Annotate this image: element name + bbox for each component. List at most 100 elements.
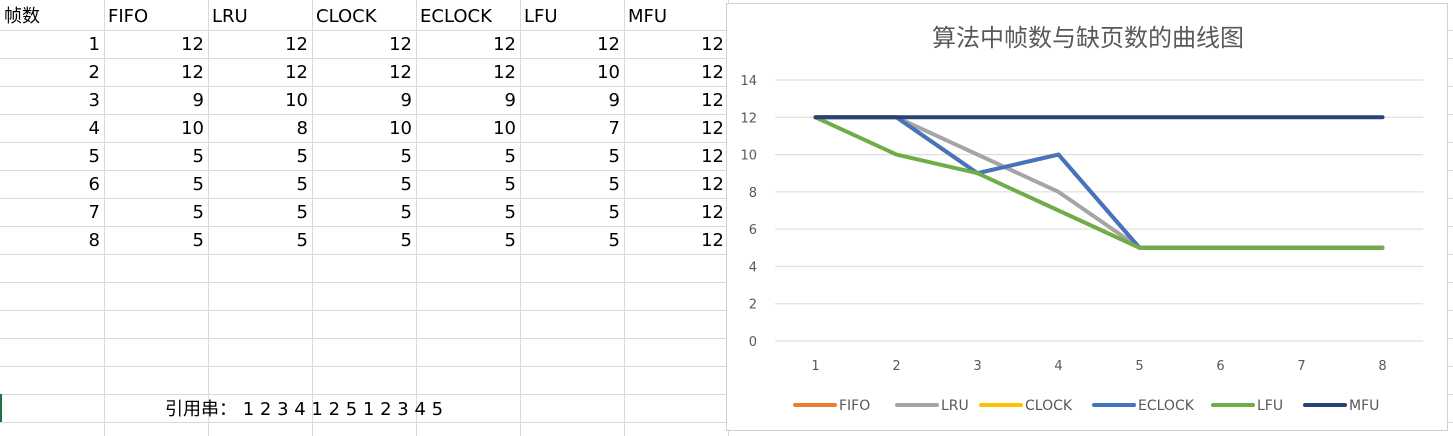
- y-tick-label: 8: [749, 186, 757, 201]
- y-axis-ticks: 0 2 4 6 8 10 12 14: [740, 74, 757, 350]
- x-tick-label: 1: [811, 359, 819, 374]
- legend-item-fifo[interactable]: FIFO: [793, 398, 870, 414]
- data-cell[interactable]: 9: [608, 90, 620, 111]
- data-cell[interactable]: 12: [701, 174, 724, 195]
- data-cell[interactable]: 5: [296, 146, 308, 167]
- data-cell[interactable]: 3: [88, 90, 100, 111]
- data-cell[interactable]: 12: [181, 62, 204, 83]
- data-cell[interactable]: 12: [493, 34, 516, 55]
- data-cell[interactable]: 5: [88, 146, 100, 167]
- data-cell[interactable]: 12: [701, 146, 724, 167]
- data-cell[interactable]: 5: [608, 146, 620, 167]
- data-cell[interactable]: 5: [608, 202, 620, 223]
- data-cell[interactable]: 12: [389, 62, 412, 83]
- reference-string-cell[interactable]: 引用串： 1 2 3 4 1 2 5 1 2 3 4 5: [165, 399, 444, 420]
- legend-label: LFU: [1257, 398, 1283, 414]
- legend-item-mfu[interactable]: MFU: [1303, 398, 1379, 414]
- data-cell[interactable]: 12: [701, 34, 724, 55]
- data-cell[interactable]: 4: [88, 118, 100, 139]
- data-cell[interactable]: 5: [400, 202, 412, 223]
- data-cell[interactable]: 12: [389, 34, 412, 55]
- data-cell[interactable]: 12: [597, 34, 620, 55]
- data-cell[interactable]: 7: [88, 202, 100, 223]
- legend-label: MFU: [1349, 398, 1379, 414]
- data-cell[interactable]: 5: [504, 230, 516, 251]
- legend-item-lfu[interactable]: LFU: [1211, 398, 1283, 414]
- y-tick-label: 10: [740, 149, 757, 164]
- data-cell[interactable]: 5: [608, 174, 620, 195]
- sheet-col-divider: [520, 0, 521, 436]
- active-cell-marker: [0, 394, 2, 422]
- data-cell[interactable]: 5: [504, 146, 516, 167]
- data-cell[interactable]: 12: [285, 62, 308, 83]
- data-cell[interactable]: 8: [296, 118, 308, 139]
- x-tick-label: 4: [1054, 359, 1062, 374]
- data-cell[interactable]: 12: [285, 34, 308, 55]
- data-cell[interactable]: 5: [192, 146, 204, 167]
- data-cell[interactable]: 12: [493, 62, 516, 83]
- data-cell[interactable]: 9: [192, 90, 204, 111]
- legend-label: FIFO: [839, 398, 870, 414]
- legend-item-lru[interactable]: LRU: [895, 398, 969, 414]
- data-cell[interactable]: 9: [504, 90, 516, 111]
- header-cell[interactable]: FIFO: [108, 6, 149, 27]
- data-cell[interactable]: 10: [597, 62, 620, 83]
- data-cell[interactable]: 5: [296, 230, 308, 251]
- y-tick-label: 2: [749, 298, 757, 313]
- data-cell[interactable]: 5: [192, 174, 204, 195]
- header-cell[interactable]: LRU: [212, 6, 248, 27]
- legend-label: ECLOCK: [1138, 398, 1195, 414]
- data-cell[interactable]: 12: [701, 202, 724, 223]
- y-tick-label: 0: [749, 335, 757, 350]
- data-cell[interactable]: 2: [88, 62, 100, 83]
- data-cell[interactable]: 10: [285, 90, 308, 111]
- y-tick-label: 12: [740, 111, 757, 126]
- legend-item-eclock[interactable]: ECLOCK: [1092, 398, 1195, 414]
- header-cell[interactable]: MFU: [628, 6, 668, 27]
- data-cell[interactable]: 5: [296, 202, 308, 223]
- data-cell[interactable]: 1: [88, 34, 100, 55]
- data-cell[interactable]: 5: [192, 230, 204, 251]
- data-cell[interactable]: 10: [181, 118, 204, 139]
- legend-label: LRU: [941, 398, 969, 414]
- y-tick-label: 4: [749, 260, 757, 275]
- legend-item-clock[interactable]: CLOCK: [979, 398, 1073, 414]
- data-cell[interactable]: 5: [192, 202, 204, 223]
- chart-series: [813, 115, 1385, 250]
- data-cell[interactable]: 7: [608, 118, 620, 139]
- data-cell[interactable]: 12: [181, 34, 204, 55]
- y-tick-label: 14: [740, 74, 757, 89]
- header-cell[interactable]: CLOCK: [316, 6, 377, 27]
- data-cell[interactable]: 5: [296, 174, 308, 195]
- chart-title: 算法中帧数与缺页数的曲线图: [932, 24, 1244, 52]
- series-line-lfu[interactable]: [813, 115, 1385, 250]
- data-cell[interactable]: 6: [88, 174, 100, 195]
- data-cell[interactable]: 12: [701, 62, 724, 83]
- data-cell[interactable]: 9: [400, 90, 412, 111]
- data-cell[interactable]: 12: [701, 90, 724, 111]
- data-cell[interactable]: 5: [400, 174, 412, 195]
- sheet-col-divider: [624, 0, 625, 436]
- x-tick-label: 2: [892, 359, 900, 374]
- y-tick-label: 6: [749, 223, 757, 238]
- header-cell[interactable]: LFU: [524, 6, 558, 27]
- header-cell[interactable]: ECLOCK: [420, 6, 492, 27]
- data-cell[interactable]: 12: [701, 118, 724, 139]
- x-tick-label: 8: [1378, 359, 1386, 374]
- data-cell[interactable]: 8: [88, 230, 100, 251]
- sheet-col-divider: [312, 0, 313, 436]
- data-cell[interactable]: 5: [504, 174, 516, 195]
- data-cell[interactable]: 5: [400, 230, 412, 251]
- header-cell[interactable]: 帧数: [4, 6, 40, 27]
- data-cell[interactable]: 10: [493, 118, 516, 139]
- data-cell[interactable]: 5: [608, 230, 620, 251]
- data-cell[interactable]: 5: [400, 146, 412, 167]
- data-cell[interactable]: 5: [504, 202, 516, 223]
- legend-label: CLOCK: [1025, 398, 1073, 414]
- data-cell[interactable]: 12: [701, 230, 724, 251]
- sheet-col-divider: [104, 0, 105, 436]
- chart-legend[interactable]: FIFO LRU CLOCK ECLOCK LFU MFU: [793, 398, 1379, 414]
- data-cell[interactable]: 10: [389, 118, 412, 139]
